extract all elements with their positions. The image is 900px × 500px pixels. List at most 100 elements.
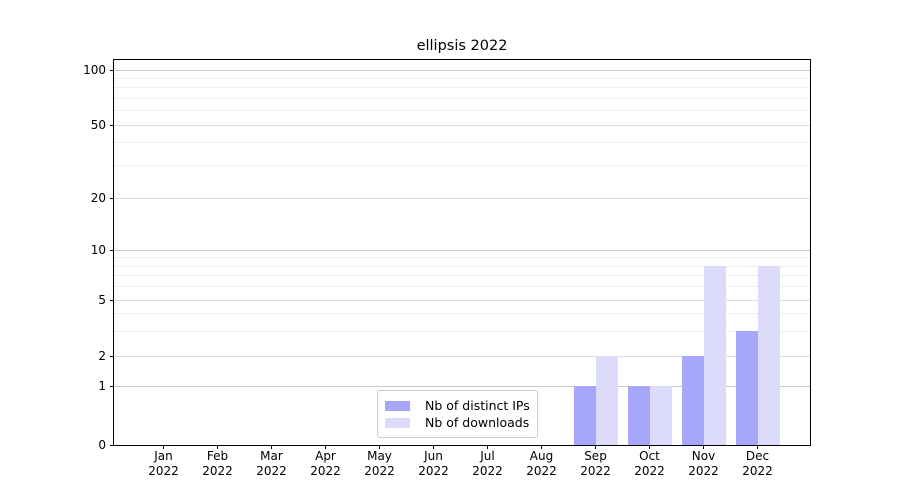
- x-tick-text: 2022: [148, 464, 179, 478]
- y-tick-mark-2: [110, 355, 114, 357]
- legend-label-distinct-ips: Nb of distinct IPs: [425, 398, 530, 413]
- x-tick-mark-oct: [649, 445, 650, 449]
- x-tick-text: Apr: [315, 449, 336, 463]
- x-tick-mark-aug: [541, 445, 542, 449]
- legend: Nb of distinct IPs Nb of downloads: [377, 390, 538, 438]
- x-tick-mark-jan: [163, 445, 164, 449]
- bar-nb-of-distinct-ips-sep: [573, 386, 596, 445]
- legend-item-distinct-ips: Nb of distinct IPs: [385, 398, 530, 413]
- x-tick-text: Feb: [206, 449, 229, 463]
- x-tick-text: Jun: [424, 449, 443, 463]
- y-tick-label-10: 10: [90, 243, 106, 257]
- x-tick-text: 2022: [202, 464, 233, 478]
- x-tick-label-sep: Sep 2022: [569, 449, 623, 479]
- x-tick-mark-jul: [487, 445, 488, 449]
- y-tick-label-20: 20: [90, 191, 106, 205]
- gridline-y-100: [114, 69, 810, 71]
- x-tick-text: Jan: [154, 449, 173, 463]
- y-tick-label-5: 5: [98, 293, 106, 307]
- x-tick-mark-sep: [595, 445, 596, 449]
- x-tick-text: 2022: [634, 464, 665, 478]
- x-tick-label-feb: Feb 2022: [191, 449, 245, 479]
- y-tick-label-1: 1: [98, 379, 106, 393]
- bar-nb-of-downloads-nov: [703, 266, 726, 445]
- gridline-y-20: [114, 197, 810, 199]
- gridline-y-1: [114, 385, 810, 387]
- y-tick-mark-5: [110, 299, 114, 301]
- y-tick-mark-100: [110, 69, 114, 71]
- x-tick-label-jun: Jun 2022: [407, 449, 461, 479]
- x-tick-mark-feb: [217, 445, 218, 449]
- x-tick-text: 2022: [688, 464, 719, 478]
- bar-nb-of-downloads-dec: [757, 266, 780, 445]
- gridline-y-30: [114, 165, 810, 167]
- gridline-y-50: [114, 124, 810, 126]
- gridline-y-40: [114, 142, 810, 144]
- y-tick-label-2: 2: [98, 349, 106, 363]
- x-tick-text: 2022: [472, 464, 503, 478]
- y-tick-label-50: 50: [90, 118, 106, 132]
- y-tick-mark-0: [110, 444, 114, 446]
- x-tick-mark-apr: [325, 445, 326, 449]
- x-tick-mark-mar: [271, 445, 272, 449]
- x-tick-text: 2022: [310, 464, 341, 478]
- bar-nb-of-distinct-ips-oct: [627, 386, 650, 445]
- gridline-y-6: [114, 286, 810, 288]
- x-tick-text: May: [367, 449, 392, 463]
- legend-item-downloads: Nb of downloads: [385, 415, 530, 430]
- gridline-y-3: [114, 330, 810, 332]
- gridline-y-10: [114, 249, 810, 251]
- gridline-y-80: [114, 87, 810, 89]
- legend-swatch-downloads: [385, 417, 410, 428]
- plot-area: Nb of distinct IPs Nb of downloads: [113, 59, 811, 446]
- x-tick-label-dec: Dec 2022: [731, 449, 785, 479]
- x-tick-label-jan: Jan 2022: [137, 449, 191, 479]
- x-tick-label-aug: Aug 2022: [515, 449, 569, 479]
- chart-title: ellipsis 2022: [416, 38, 508, 54]
- x-tick-label-oct: Oct 2022: [623, 449, 677, 479]
- gridline-y-2: [114, 355, 810, 357]
- bar-nb-of-distinct-ips-dec: [735, 331, 758, 445]
- gridline-y-5: [114, 299, 810, 301]
- bar-nb-of-downloads-sep: [595, 356, 618, 445]
- x-tick-text: 2022: [364, 464, 395, 478]
- x-tick-mark-dec: [757, 445, 758, 449]
- gridline-y-9: [114, 257, 810, 259]
- x-tick-text: Aug: [529, 449, 554, 463]
- x-tick-label-may: May 2022: [353, 449, 407, 479]
- gridline-y-7: [114, 275, 810, 277]
- x-tick-text: Nov: [691, 449, 716, 463]
- y-tick-mark-10: [110, 249, 114, 251]
- x-tick-text: Jul: [480, 449, 495, 463]
- x-tick-text: 2022: [580, 464, 611, 478]
- y-tick-label-0: 0: [98, 438, 106, 452]
- x-tick-text: Sep: [584, 449, 607, 463]
- y-tick-label-100: 100: [83, 63, 106, 77]
- x-tick-label-nov: Nov 2022: [677, 449, 731, 479]
- x-tick-text: 2022: [742, 464, 773, 478]
- legend-label-downloads: Nb of downloads: [425, 415, 530, 430]
- gridline-y-8: [114, 265, 810, 267]
- gridline-y-60: [114, 110, 810, 112]
- gridline-y-90: [114, 77, 810, 79]
- x-tick-text: 2022: [256, 464, 287, 478]
- x-tick-label-jul: Jul 2022: [461, 449, 515, 479]
- x-tick-text: Oct: [639, 449, 660, 463]
- x-tick-label-apr: Apr 2022: [299, 449, 353, 479]
- y-tick-mark-20: [110, 197, 114, 199]
- y-tick-mark-50: [110, 124, 114, 126]
- x-tick-mark-may: [379, 445, 380, 449]
- x-tick-text: 2022: [418, 464, 449, 478]
- bar-nb-of-downloads-oct: [649, 386, 672, 445]
- x-tick-text: Mar: [260, 449, 283, 463]
- x-tick-mark-jun: [433, 445, 434, 449]
- x-tick-label-mar: Mar 2022: [245, 449, 299, 479]
- x-tick-text: 2022: [526, 464, 557, 478]
- gridline-y-70: [114, 97, 810, 99]
- x-tick-text: Dec: [745, 449, 770, 463]
- legend-swatch-distinct-ips: [385, 400, 410, 411]
- x-tick-mark-nov: [703, 445, 704, 449]
- bar-nb-of-distinct-ips-nov: [681, 356, 704, 445]
- gridline-y-4: [114, 313, 810, 315]
